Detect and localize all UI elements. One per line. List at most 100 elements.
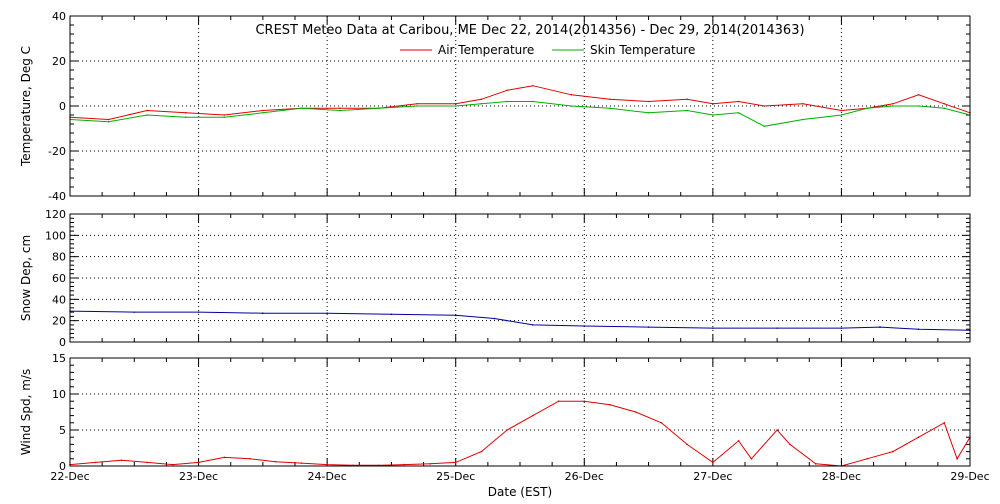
data-point [712, 114, 714, 116]
data-point [262, 312, 264, 315]
data-point [647, 111, 650, 114]
y-tick-label: 0 [59, 336, 66, 349]
y-tick-label: 20 [52, 315, 66, 328]
x-tick-label: 26-Dec [565, 470, 604, 483]
x-tick-label: 22-Dec [50, 470, 89, 483]
data-point [660, 422, 663, 424]
data-point [300, 462, 303, 464]
data-point [763, 125, 766, 128]
chart-title: CREST Meteo Data at Caribou, ME Dec 22, … [255, 23, 804, 38]
data-point [840, 327, 843, 329]
y-tick-label: 0 [59, 460, 66, 473]
data-point [184, 111, 187, 114]
data-point [262, 109, 264, 112]
data-point [532, 414, 534, 417]
data-point [326, 463, 328, 466]
data-point [737, 440, 740, 442]
data-point [956, 458, 958, 460]
panel-frame [69, 213, 971, 343]
data-point [454, 314, 457, 317]
data-point [532, 84, 534, 87]
x-tick-label: 29-Dec [950, 470, 989, 483]
data-point [686, 109, 688, 112]
data-point [892, 450, 894, 453]
data-point [249, 458, 251, 460]
data-point [686, 443, 688, 446]
data-point [107, 120, 110, 123]
panel-frame [69, 357, 971, 467]
data-point [146, 109, 148, 112]
data-point [866, 458, 868, 460]
data-point [197, 461, 200, 464]
data-point [917, 93, 920, 96]
data-point [840, 109, 843, 112]
y-tick-label: 0 [59, 100, 66, 113]
data-point [326, 312, 328, 315]
x-tick-label: 28-Dec [822, 470, 861, 483]
data-point [943, 422, 946, 424]
data-point [133, 311, 136, 313]
y-tick-label: 15 [52, 352, 66, 365]
data-point [802, 102, 804, 105]
data-point [789, 443, 791, 446]
y-axis-label: Snow Dep, cm [19, 235, 33, 321]
data-point [892, 102, 894, 105]
y-tick-label: 80 [52, 251, 66, 264]
data-point [223, 116, 226, 119]
x-tick-label: 25-Dec [436, 470, 475, 483]
data-point [557, 400, 560, 403]
series-line [69, 85, 971, 121]
data-point [377, 107, 380, 110]
data-point [506, 429, 508, 431]
data-point [197, 311, 200, 313]
data-point [454, 461, 457, 464]
data-point [300, 107, 303, 110]
data-point [223, 114, 226, 116]
data-point [274, 460, 277, 463]
data-point [879, 326, 881, 328]
data-point [737, 100, 740, 103]
data-point [634, 411, 637, 413]
data-point [403, 463, 406, 466]
data-point [776, 327, 778, 329]
data-point [750, 458, 753, 460]
data-point [94, 461, 97, 464]
y-tick-label: 40 [52, 10, 66, 23]
data-point [609, 98, 611, 101]
panels-layer: -40 -20 0 20 40 Temperature, Deg C 0 20 40 60 80 10… [19, 10, 990, 483]
data-point [917, 328, 920, 331]
data-point [802, 118, 804, 121]
data-point [570, 93, 573, 96]
x-tick-label: 23-Dec [179, 470, 218, 483]
y-tick-label: -20 [48, 145, 66, 158]
x-tick-label: 24-Dec [308, 470, 347, 483]
data-point [480, 450, 483, 453]
data-point [107, 118, 110, 121]
data-point [223, 456, 226, 459]
data-point [184, 116, 187, 119]
data-point [609, 107, 611, 110]
data-point [532, 324, 534, 326]
y-tick-label: 20 [52, 55, 66, 68]
data-point [892, 105, 894, 107]
data-point [493, 317, 496, 320]
data-point [917, 436, 920, 439]
data-point [609, 404, 611, 406]
data-point [454, 102, 457, 105]
data-point [917, 105, 920, 107]
legend-skin-label: Skin Temperature [590, 43, 695, 57]
y-tick-label: 60 [52, 272, 66, 285]
data-point [480, 98, 483, 101]
data-point [647, 326, 650, 328]
data-point [737, 111, 740, 114]
data-point [506, 89, 508, 92]
legend-air-label: Air Temperature [438, 43, 534, 57]
y-tick-label: 5 [59, 424, 66, 437]
data-point [416, 105, 418, 107]
data-point [763, 105, 766, 107]
data-point [686, 98, 688, 101]
data-point [712, 461, 714, 464]
data-point [840, 114, 843, 116]
data-point [390, 313, 393, 316]
